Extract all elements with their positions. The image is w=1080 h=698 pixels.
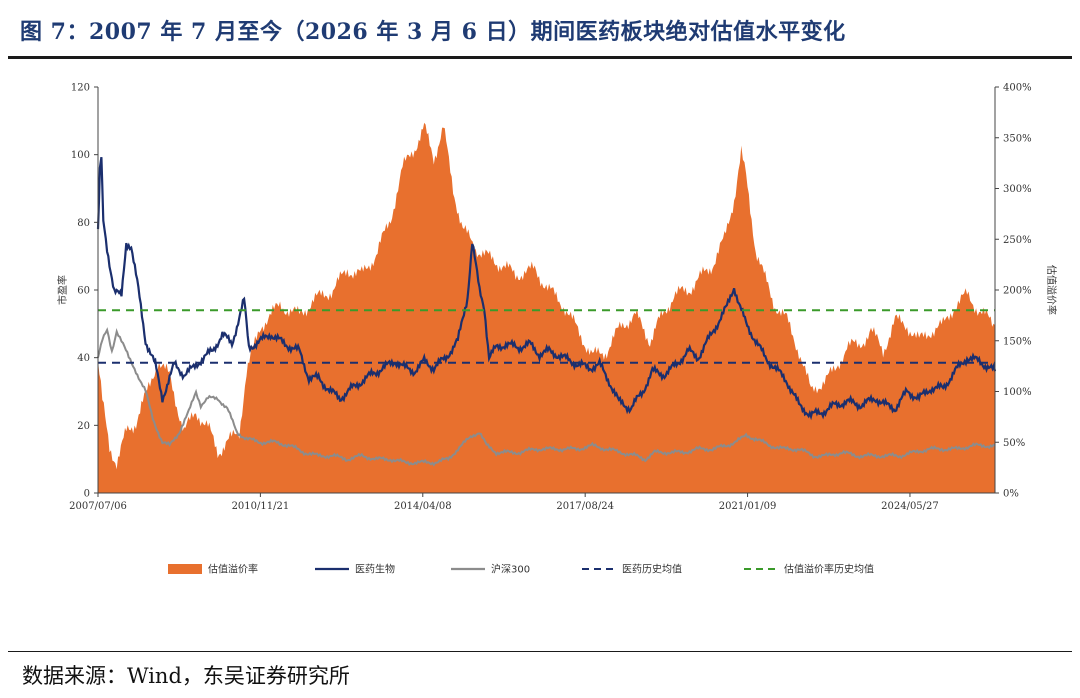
axes: 0 20 40 60 80 100 120 0% 50% 100% 150% 200% 250% 300%… [56, 83, 1058, 513]
legend-item-premium-mean: 估值溢价率历史均值 [744, 563, 874, 576]
legend-label: 医药生物 [355, 563, 395, 576]
x-tick-label: 2010/11/21 [232, 501, 290, 512]
left-tick-label: 40 [77, 353, 90, 364]
right-axis-title: 估值溢价率 [1045, 265, 1058, 315]
figure-title: 图 7：2007 年 7 月至今（2026 年 3 月 6 日）期间医药板块绝对… [20, 19, 846, 45]
x-tick-label: 2021/01/09 [719, 501, 777, 512]
plot-area [96, 122, 997, 494]
legend-label: 沪深300 [491, 563, 530, 576]
left-tick-label: 20 [77, 421, 90, 432]
pharma-line-series [96, 157, 997, 421]
right-tick-label: 250% [1003, 235, 1032, 246]
legend-label: 估值溢价率 [208, 563, 258, 576]
legend-label: 估值溢价率历史均值 [784, 563, 874, 576]
right-tick-label: 400% [1003, 83, 1032, 94]
x-tick-label: 2007/07/06 [69, 501, 127, 512]
x-tick-label: 2017/08/24 [556, 501, 614, 512]
legend-item-csi300: 沪深300 [451, 563, 530, 576]
right-tick-label: 150% [1003, 336, 1032, 347]
footer-divider [8, 651, 1072, 652]
legend-item-premium: 估值溢价率 [168, 563, 258, 576]
left-tick-label: 60 [77, 286, 90, 297]
legend-item-pharma-mean: 医药历史均值 [582, 563, 682, 576]
legend-swatch [168, 564, 202, 574]
left-axis-title: 市盈率 [56, 275, 69, 305]
x-tick-label: 2014/04/08 [394, 501, 452, 512]
source-note: 数据来源：Wind，东吴证券研究所 [22, 664, 350, 688]
left-tick-label: 0 [84, 489, 90, 500]
right-tick-label: 350% [1003, 133, 1032, 144]
premium-area-series [98, 122, 995, 494]
left-tick-label: 120 [71, 83, 90, 94]
left-tick-label: 80 [77, 218, 90, 229]
right-tick-label: 200% [1003, 286, 1032, 297]
legend: 估值溢价率 医药生物 沪深300 医药历史均值 估值溢价率历史均值 [168, 563, 874, 576]
chart: 0 20 40 60 80 100 120 0% 50% 100% 150% 200% 250% 300%… [56, 83, 1058, 576]
left-tick-label: 100 [71, 150, 90, 161]
right-tick-label: 100% [1003, 387, 1032, 398]
title-divider [8, 56, 1072, 59]
right-tick-label: 0% [1003, 489, 1019, 500]
x-tick-label: 2024/05/27 [881, 501, 939, 512]
legend-item-pharma: 医药生物 [315, 563, 395, 576]
csi300-line-series [97, 327, 996, 467]
right-tick-label: 300% [1003, 184, 1032, 195]
legend-label: 医药历史均值 [622, 563, 682, 576]
right-tick-label: 50% [1003, 438, 1025, 449]
